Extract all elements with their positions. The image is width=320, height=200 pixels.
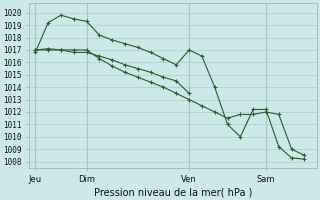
- X-axis label: Pression niveau de la mer( hPa ): Pression niveau de la mer( hPa ): [94, 187, 252, 197]
